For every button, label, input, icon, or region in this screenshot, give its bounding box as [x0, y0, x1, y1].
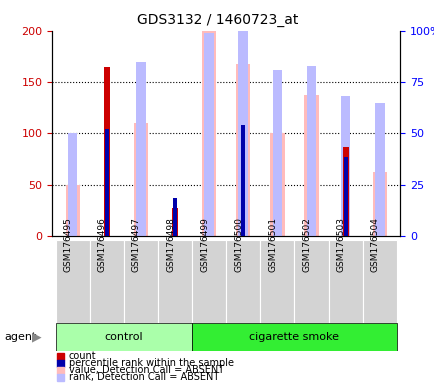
Bar [56, 323, 192, 351]
Text: ▶: ▶ [32, 331, 42, 343]
Text: percentile rank within the sample: percentile rank within the sample [69, 358, 233, 368]
Text: GSM176495: GSM176495 [63, 217, 72, 271]
Bar [340, 96, 349, 236]
Text: value, Detection Call = ABSENT: value, Detection Call = ABSENT [69, 365, 224, 375]
Bar [226, 240, 260, 323]
Bar [124, 240, 158, 323]
Text: GSM176499: GSM176499 [200, 217, 209, 271]
Text: GSM176496: GSM176496 [98, 217, 106, 271]
Bar [272, 70, 282, 236]
Bar [136, 61, 145, 236]
Bar [260, 240, 294, 323]
Text: count: count [69, 351, 96, 361]
Bar [89, 240, 124, 323]
Bar [270, 134, 284, 236]
Bar [328, 240, 362, 323]
Text: GSM176504: GSM176504 [370, 217, 379, 271]
Bar [204, 33, 214, 236]
Bar [103, 67, 110, 236]
Bar [158, 240, 192, 323]
Bar [173, 198, 177, 236]
Bar [236, 64, 250, 236]
Bar [342, 147, 348, 236]
Text: GDS3132 / 1460723_at: GDS3132 / 1460723_at [137, 13, 297, 27]
Text: agent: agent [4, 332, 36, 342]
Bar [241, 125, 245, 236]
Text: control: control [104, 332, 143, 342]
Text: GSM176498: GSM176498 [166, 217, 174, 271]
Bar [192, 240, 226, 323]
Text: cigarette smoke: cigarette smoke [249, 332, 339, 342]
Text: GSM176502: GSM176502 [302, 217, 311, 271]
Text: GSM176501: GSM176501 [268, 217, 277, 271]
Bar [238, 14, 247, 236]
Bar [105, 129, 108, 236]
Bar [192, 323, 396, 351]
Text: GSM176497: GSM176497 [132, 217, 141, 271]
Bar [343, 157, 347, 236]
Text: GSM176500: GSM176500 [234, 217, 243, 271]
Bar [374, 103, 384, 236]
Bar [362, 240, 396, 323]
Bar [56, 240, 89, 323]
Text: rank, Detection Call = ABSENT: rank, Detection Call = ABSENT [69, 372, 218, 382]
Bar [201, 31, 216, 236]
Bar [306, 66, 316, 236]
Bar [304, 96, 318, 236]
Bar [171, 209, 178, 236]
Bar [294, 240, 328, 323]
Bar [372, 172, 386, 236]
Bar [68, 134, 77, 236]
Text: GSM176503: GSM176503 [336, 217, 345, 271]
Bar [66, 185, 80, 236]
Bar [133, 123, 148, 236]
